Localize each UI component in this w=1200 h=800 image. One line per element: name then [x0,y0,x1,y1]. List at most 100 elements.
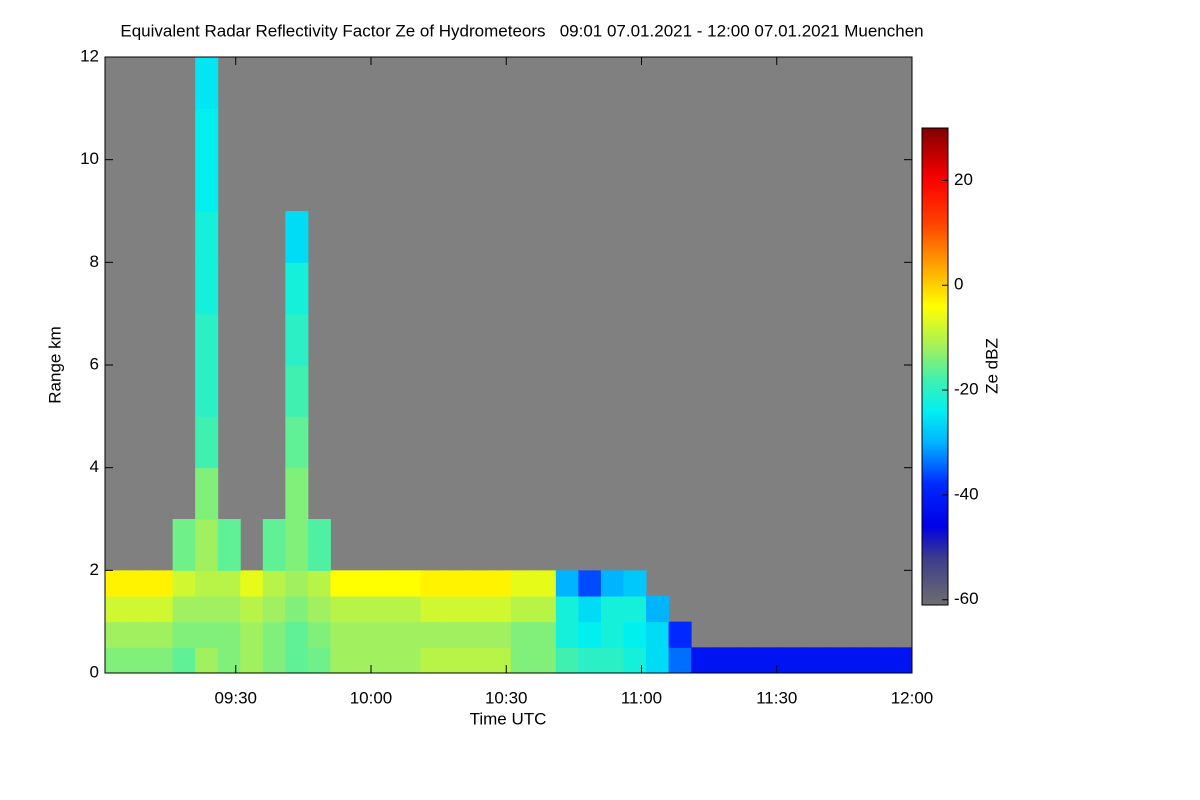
x-tick-label: 10:30 [485,688,528,707]
cell [330,570,354,597]
cell [150,647,174,673]
cell [600,570,624,597]
cell [240,596,264,623]
cell [510,647,534,673]
cell [285,365,309,417]
cell [352,647,377,673]
cell [646,596,670,623]
cell [600,596,624,623]
cell [848,647,872,673]
cell [195,596,219,623]
cell [307,621,331,648]
cell [195,416,219,469]
cell [600,621,624,648]
cell [150,570,174,597]
y-tick-label: 0 [90,662,99,681]
cell [398,621,422,648]
cell [668,621,692,648]
cell [285,570,309,597]
cell [555,621,579,648]
cell [172,621,196,648]
cell [330,647,354,673]
cell [195,467,219,520]
cell [195,262,219,315]
cell [443,621,467,648]
cell [240,621,264,648]
cell [443,570,467,597]
cell [105,621,129,648]
cell [713,647,737,673]
cell [398,596,422,623]
cell [172,570,196,597]
cell [307,570,331,597]
cell [195,57,219,109]
cells [105,57,912,673]
cell [195,159,219,212]
cell [262,519,286,571]
cell [195,365,219,417]
cell [172,596,196,623]
cell [691,647,715,673]
y-tick-label: 10 [80,149,99,168]
cell [871,647,895,673]
cell [398,647,422,673]
cell [262,621,286,648]
cell [555,570,579,597]
cell [781,647,805,673]
cell [646,647,670,673]
cell [195,621,219,648]
x-tick-label: 11:30 [756,688,797,707]
cell [262,596,286,623]
cell [488,647,512,673]
colorbar-tick-label: -60 [954,589,979,608]
cell [375,570,399,597]
cell [285,596,309,623]
cell [307,519,331,571]
x-axis-label: Time UTC [470,709,547,728]
cell [623,596,647,623]
cell [240,570,264,597]
cell [893,647,912,673]
cell [826,647,850,673]
cell [736,647,760,673]
y-tick-label: 12 [80,46,99,65]
cell [420,596,444,623]
cell [623,570,647,597]
cell [443,596,467,623]
cell [262,647,286,673]
colorbar [921,127,949,606]
cell [262,570,286,597]
cell [330,596,354,623]
cell [668,647,692,673]
x-tick-label: 12:00 [891,688,934,707]
cell [398,570,422,597]
cell [195,211,219,263]
cell [533,596,557,623]
cell [465,647,489,673]
cell [803,647,827,673]
cell [488,621,512,648]
cell [488,570,512,597]
cell [105,647,129,673]
cell [217,596,241,623]
y-tick-label: 2 [90,560,99,579]
cell [195,519,219,571]
colorbar-tick-label: 20 [954,170,973,189]
cell [600,647,624,673]
cell [578,596,602,623]
cell [465,621,489,648]
cell [578,621,602,648]
cell [285,313,309,366]
cell [240,647,264,673]
colorbar-label: Ze dBZ [982,338,1001,394]
cell [150,621,174,648]
cell [510,596,534,623]
cell [623,621,647,648]
cell [217,519,241,571]
x-tick-label: 09:30 [214,688,257,707]
cell [352,570,377,597]
cell [533,570,557,597]
x-tick-label: 10:00 [350,688,393,707]
cell [285,647,309,673]
